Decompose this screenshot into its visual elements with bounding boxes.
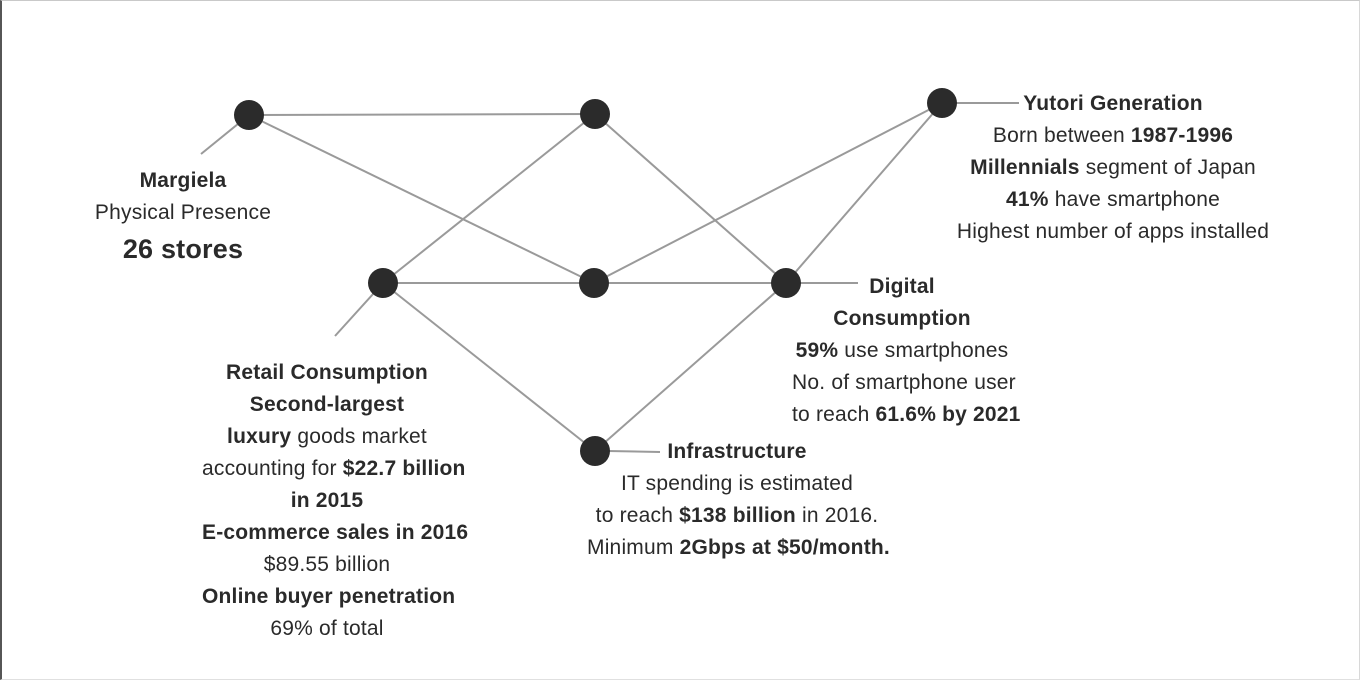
yutori-title: Yutori Generation — [1023, 92, 1203, 115]
digital-reach-stat: 61.6% by 2021 — [875, 403, 1021, 426]
retail-luxury-line: luxury goods market — [202, 421, 452, 453]
retail-accounting-prefix: accounting for — [202, 457, 343, 480]
node-infrastructure — [580, 436, 610, 466]
yutori-smartphone-pct: 41% — [1006, 188, 1049, 211]
digital-users-line: No. of smartphone user — [792, 371, 1016, 394]
digital-consumption-label: Digital Consumption 59% use smartphones … — [792, 271, 1020, 431]
retail-accounting-stat: $22.7 billion — [342, 457, 466, 480]
margiela-store-count: 26 stores — [122, 234, 244, 264]
edge-retail-infrastructure — [382, 282, 596, 452]
retail-year: in 2015 — [290, 489, 364, 512]
retail-ecommerce-value: $89.55 billion — [263, 553, 391, 576]
node-margiela — [234, 100, 264, 130]
edge-digital-infrastructure — [594, 282, 787, 452]
yutori-millennials: Millennials — [970, 156, 1080, 179]
node-top-center — [580, 99, 610, 129]
retail-accounting-line: accounting for $22.7 billion — [202, 453, 465, 485]
margiela-label: Margiela Physical Presence 26 stores — [63, 165, 303, 269]
node-mid-center — [579, 268, 609, 298]
digital-title-line1: Digital — [869, 275, 935, 298]
edge-yutori-digital — [785, 102, 943, 284]
margiela-subtitle: Physical Presence — [94, 201, 272, 224]
infrastructure-min-prefix: Minimum — [587, 536, 680, 559]
yutori-smartphone-line: 41% have smartphone — [953, 184, 1273, 216]
infrastructure-spend-line: IT spending is estimated — [620, 472, 854, 495]
digital-reach-line: to reach 61.6% by 2021 — [792, 399, 1020, 431]
retail-luxury-rest: goods market — [291, 425, 427, 448]
retail-rank: Second-largest — [249, 393, 405, 416]
yutori-millennials-rest: segment of Japan — [1079, 156, 1256, 179]
edge-topcenter-digital — [594, 113, 787, 284]
yutori-born-prefix: Born between — [992, 124, 1131, 147]
yutori-label: Yutori Generation Born between 1987-1996… — [953, 88, 1273, 248]
infrastructure-min-line: Minimum 2Gbps at $50/month. — [587, 532, 890, 564]
edge-margiela-topcenter — [248, 113, 596, 116]
edge-topcenter-retail — [382, 113, 596, 284]
retail-penetration-title: Online buyer penetration — [202, 585, 456, 608]
infrastructure-label: Infrastructure IT spending is estimated … — [587, 436, 890, 564]
infrastructure-reach-suffix: in 2016. — [795, 504, 879, 527]
yutori-smartphone-rest: have smartphone — [1048, 188, 1220, 211]
digital-reach-prefix: to reach — [792, 403, 876, 426]
infrastructure-min-stat: 2Gbps at $50/month. — [679, 536, 890, 559]
retail-title: Retail Consumption — [226, 361, 428, 384]
digital-use-pct: 59% — [795, 339, 839, 362]
node-yutori — [927, 88, 957, 118]
node-retail — [368, 268, 398, 298]
infrastructure-title: Infrastructure — [667, 440, 807, 463]
edge-margiela-midcenter — [248, 114, 595, 284]
infrastructure-reach-prefix: to reach — [595, 504, 680, 527]
yutori-millennials-line: Millennials segment of Japan — [953, 152, 1273, 184]
edge-yutori-midcenter — [593, 102, 943, 284]
yutori-apps-line: Highest number of apps installed — [956, 220, 1270, 243]
digital-use-rest: use smartphones — [838, 339, 1009, 362]
digital-use-line: 59% use smartphones — [792, 335, 1012, 367]
infrastructure-reach-stat: $138 billion — [679, 504, 796, 527]
yutori-born-line: Born between 1987-1996 — [953, 120, 1273, 152]
retail-ecommerce-title: E-commerce sales in 2016 — [202, 521, 469, 544]
infrastructure-reach-line: to reach $138 billion in 2016. — [587, 500, 887, 532]
yutori-born-years: 1987-1996 — [1130, 124, 1234, 147]
digital-title-line2: Consumption — [833, 307, 971, 330]
retail-luxury: luxury — [227, 425, 292, 448]
leader-infrastructure — [607, 450, 661, 453]
retail-consumption-label: Retail Consumption Second-largest luxury… — [202, 357, 469, 645]
margiela-title: Margiela — [139, 169, 227, 192]
retail-penetration-value: 69% of total — [270, 617, 384, 640]
node-digital — [771, 268, 801, 298]
